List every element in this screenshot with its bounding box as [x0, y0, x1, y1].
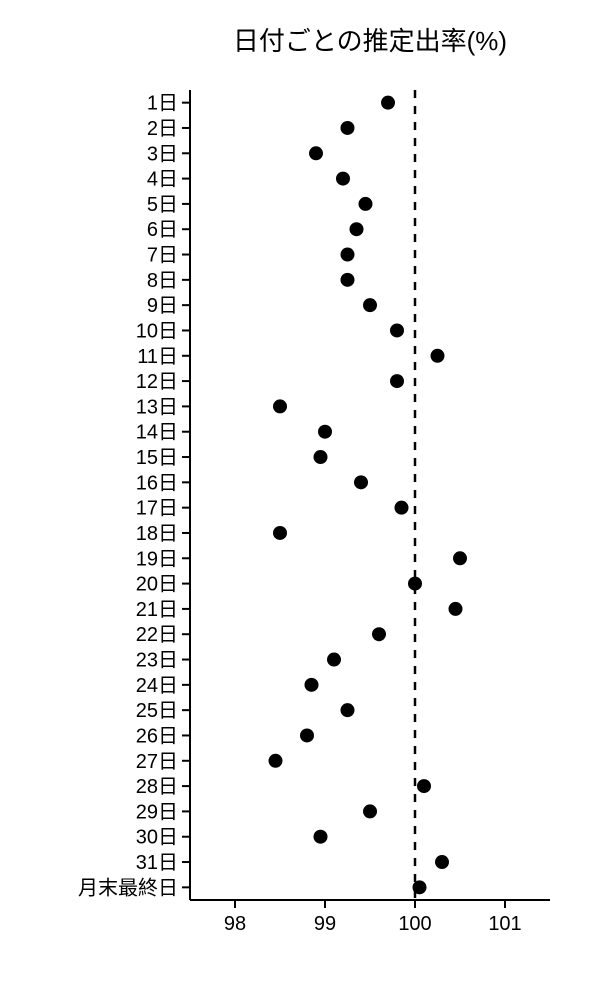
data-point: [327, 653, 341, 667]
data-point: [354, 475, 368, 489]
y-tick-label: 14日: [136, 422, 178, 444]
y-tick-label: 19日: [136, 548, 178, 570]
chart-container: { "chart": { "type": "dot-strip", "title…: [0, 0, 600, 1000]
data-point: [318, 425, 332, 439]
y-tick-label: 9日: [147, 295, 178, 317]
y-tick-label: 22日: [136, 624, 178, 646]
data-point: [363, 804, 377, 818]
data-point: [314, 830, 328, 844]
y-tick-label: 8日: [147, 270, 178, 292]
y-tick-label: 5日: [147, 194, 178, 216]
data-point: [341, 248, 355, 262]
chart-svg: 日付ごとの推定出率(%) 1日 2日 3日 4日 5日 6日 7日 8日 9日 10日 11日 12日 1…: [0, 0, 600, 1000]
data-point: [341, 273, 355, 287]
x-tick-label: 98: [224, 913, 246, 935]
data-point: [390, 323, 404, 337]
y-tick-label: 28日: [136, 776, 178, 798]
y-tick-label: 2日: [147, 118, 178, 140]
data-point: [273, 399, 287, 413]
y-tick-label: 7日: [147, 245, 178, 267]
y-tick-label: 24日: [136, 675, 178, 697]
y-tick-label: 20日: [136, 574, 178, 596]
y-tick-label: 23日: [136, 650, 178, 672]
data-point: [417, 779, 431, 793]
y-tick-label: 13日: [136, 396, 178, 418]
y-tick-label: 26日: [136, 725, 178, 747]
y-tick-label: 25日: [136, 700, 178, 722]
data-point: [350, 222, 364, 236]
data-point: [431, 349, 445, 363]
y-tick-label: 18日: [136, 523, 178, 545]
data-point: [336, 172, 350, 186]
y-tick-label: 15日: [136, 447, 178, 469]
data-point: [300, 728, 314, 742]
y-tick-label: 16日: [136, 472, 178, 494]
data-point: [395, 501, 409, 515]
y-tick-label: 31日: [136, 852, 178, 874]
x-tick-label: 99: [314, 913, 336, 935]
y-tick-label: 4日: [147, 169, 178, 191]
data-point: [314, 450, 328, 464]
data-point: [341, 703, 355, 717]
data-point: [408, 577, 422, 591]
y-tick-label: 29日: [136, 801, 178, 823]
y-tick-label: 1日: [147, 93, 178, 115]
data-point: [449, 602, 463, 616]
data-point: [309, 146, 323, 160]
y-tick-label: 6日: [147, 219, 178, 241]
data-point: [413, 880, 427, 894]
y-tick-label: 12日: [136, 371, 178, 393]
y-tick-label: 11日: [137, 346, 178, 368]
data-point: [435, 855, 449, 869]
y-tick-label: 17日: [136, 498, 178, 520]
data-point: [305, 678, 319, 692]
data-point: [372, 627, 386, 641]
y-tick-label: 10日: [136, 320, 178, 342]
y-tick-label: 21日: [136, 599, 178, 621]
data-point: [453, 551, 467, 565]
x-tick-label: 100: [398, 913, 431, 935]
x-tick-label: 101: [488, 913, 521, 935]
y-tick-label: 月末最終日: [78, 876, 178, 899]
data-point: [359, 197, 373, 211]
data-point: [390, 374, 404, 388]
data-point: [269, 754, 283, 768]
data-point: [381, 96, 395, 110]
data-point: [273, 526, 287, 540]
data-point: [363, 298, 377, 312]
chart-title: 日付ごとの推定出率(%): [233, 26, 507, 56]
y-tick-label: 30日: [136, 827, 178, 849]
y-tick-label: 27日: [136, 751, 178, 773]
data-point: [341, 121, 355, 135]
y-tick-label: 3日: [147, 143, 178, 165]
